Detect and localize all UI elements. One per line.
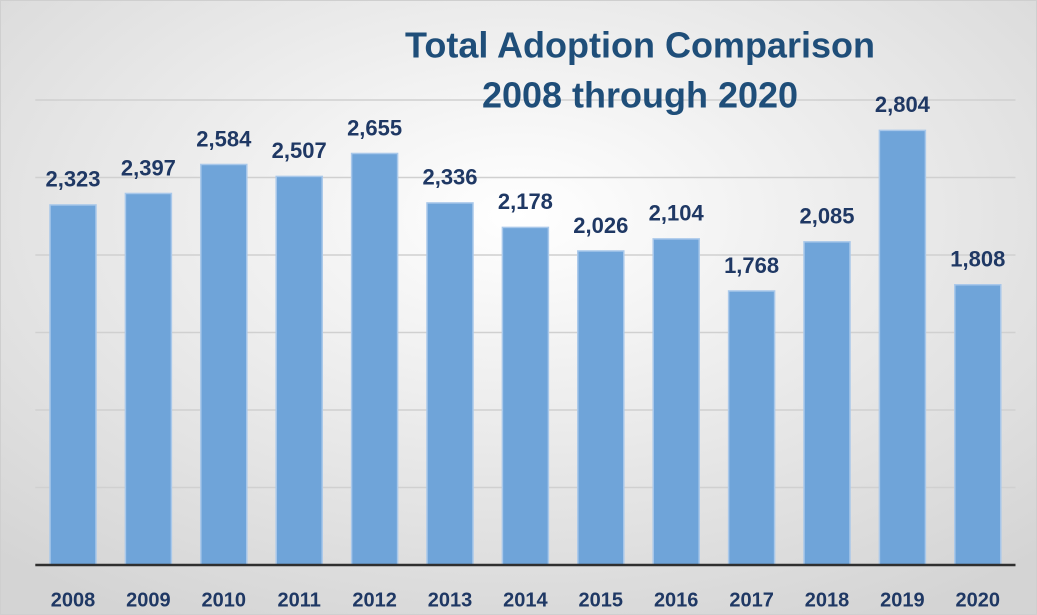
chart-title: Total Adoption Comparison: [405, 25, 875, 66]
x-tick-label: 2011: [278, 589, 321, 611]
bar: [803, 241, 851, 566]
x-tick-label: 2016: [654, 589, 699, 611]
bar: [878, 129, 927, 566]
bar: [275, 175, 323, 566]
bar: [954, 284, 1002, 566]
x-tick-label: 2012: [352, 589, 397, 611]
x-tick-label: 2017: [729, 589, 774, 611]
bar: [727, 290, 776, 566]
data-label: 2,584: [196, 126, 252, 151]
bar: [350, 152, 399, 566]
x-tick-label: 2010: [202, 589, 247, 611]
bar: [652, 238, 700, 566]
x-tick-label: 2008: [51, 589, 96, 611]
data-label: 2,085: [799, 204, 854, 229]
data-label: 2,397: [121, 155, 176, 180]
x-tick-label: 2013: [428, 589, 473, 611]
x-tick-label: 2014: [503, 589, 548, 611]
x-tick-label: 2015: [579, 589, 624, 611]
bar: [49, 204, 97, 566]
bar: [426, 202, 474, 566]
x-tick-label: 2020: [956, 589, 1001, 611]
data-label: 2,655: [347, 115, 402, 140]
data-label: 2,323: [45, 167, 100, 192]
bar: [577, 250, 625, 566]
data-label: 2,026: [573, 213, 628, 238]
bar: [501, 226, 550, 566]
x-tick-label: 2018: [805, 589, 850, 611]
x-tick-label: 2009: [126, 589, 171, 611]
data-label: 2,507: [272, 138, 327, 163]
data-label: 1,808: [950, 247, 1005, 272]
data-label: 2,178: [498, 189, 553, 214]
data-label: 1,768: [724, 253, 779, 278]
data-label: 2,804: [875, 92, 931, 117]
bar: [200, 163, 248, 566]
bar: [124, 192, 173, 566]
data-label: 2,104: [649, 201, 705, 226]
chart-subtitle: 2008 through 2020: [482, 75, 798, 116]
x-tick-label: 2019: [880, 589, 925, 611]
data-label: 2,336: [422, 165, 477, 190]
